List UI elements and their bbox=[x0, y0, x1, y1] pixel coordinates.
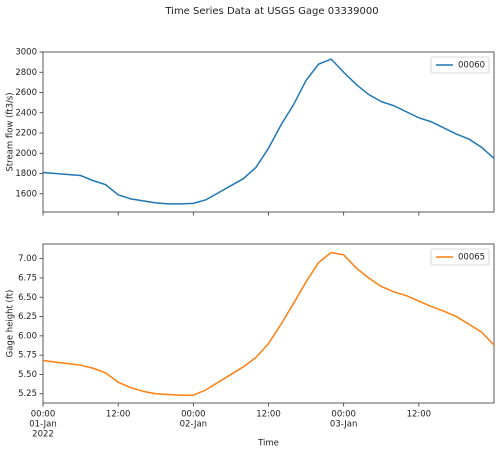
y-tick-label: 2600 bbox=[15, 88, 37, 98]
data-line bbox=[42, 58, 495, 205]
x-tick-label: 03-Jan bbox=[330, 420, 357, 430]
y-tick-label: 7.00 bbox=[18, 254, 37, 264]
x-tick-label: 00:00 bbox=[331, 410, 356, 420]
x-tick-label: 12:00 bbox=[407, 410, 432, 420]
y-tick-label: 5.25 bbox=[18, 389, 37, 399]
data-line bbox=[42, 251, 495, 397]
y-axis-label: Gage height (ft) bbox=[6, 290, 16, 358]
y-tick-label: 2400 bbox=[15, 108, 37, 118]
x-tick-label: 2022 bbox=[32, 430, 54, 440]
y-tick-label: 3000 bbox=[15, 48, 37, 58]
y-tick-label: 1600 bbox=[15, 189, 37, 199]
y-tick-label: 5.50 bbox=[18, 370, 37, 380]
y-tick-label: 2200 bbox=[15, 129, 37, 139]
x-axis-label: Time bbox=[257, 439, 279, 449]
y-tick-label: 5.75 bbox=[18, 351, 37, 361]
x-tick-label: 01-Jan bbox=[29, 420, 56, 430]
x-tick-label: 12:00 bbox=[106, 410, 131, 420]
x-tick-label: 00:00 bbox=[181, 410, 206, 420]
legend-box bbox=[430, 56, 490, 74]
legend-label: 00065 bbox=[458, 253, 485, 263]
plot-frame bbox=[42, 51, 495, 213]
plot-frame bbox=[42, 243, 495, 404]
y-tick-label: 2800 bbox=[15, 68, 37, 78]
y-axis-label: Stream flow (ft3/s) bbox=[6, 92, 16, 171]
legend-box bbox=[430, 248, 490, 266]
y-tick-label: 2000 bbox=[15, 149, 37, 159]
figure-title: Time Series Data at USGS Gage 03339000 bbox=[164, 6, 378, 17]
y-tick-label: 6.00 bbox=[18, 331, 37, 341]
x-tick-label: 02-Jan bbox=[180, 420, 207, 430]
y-tick-label: 6.50 bbox=[18, 293, 37, 303]
y-tick-label: 6.25 bbox=[18, 312, 37, 322]
legend-label: 00060 bbox=[458, 61, 485, 71]
x-tick-label: 12:00 bbox=[256, 410, 281, 420]
x-tick-label: 00:00 bbox=[31, 410, 56, 420]
y-tick-label: 1800 bbox=[15, 169, 37, 179]
y-tick-label: 6.75 bbox=[18, 273, 37, 283]
